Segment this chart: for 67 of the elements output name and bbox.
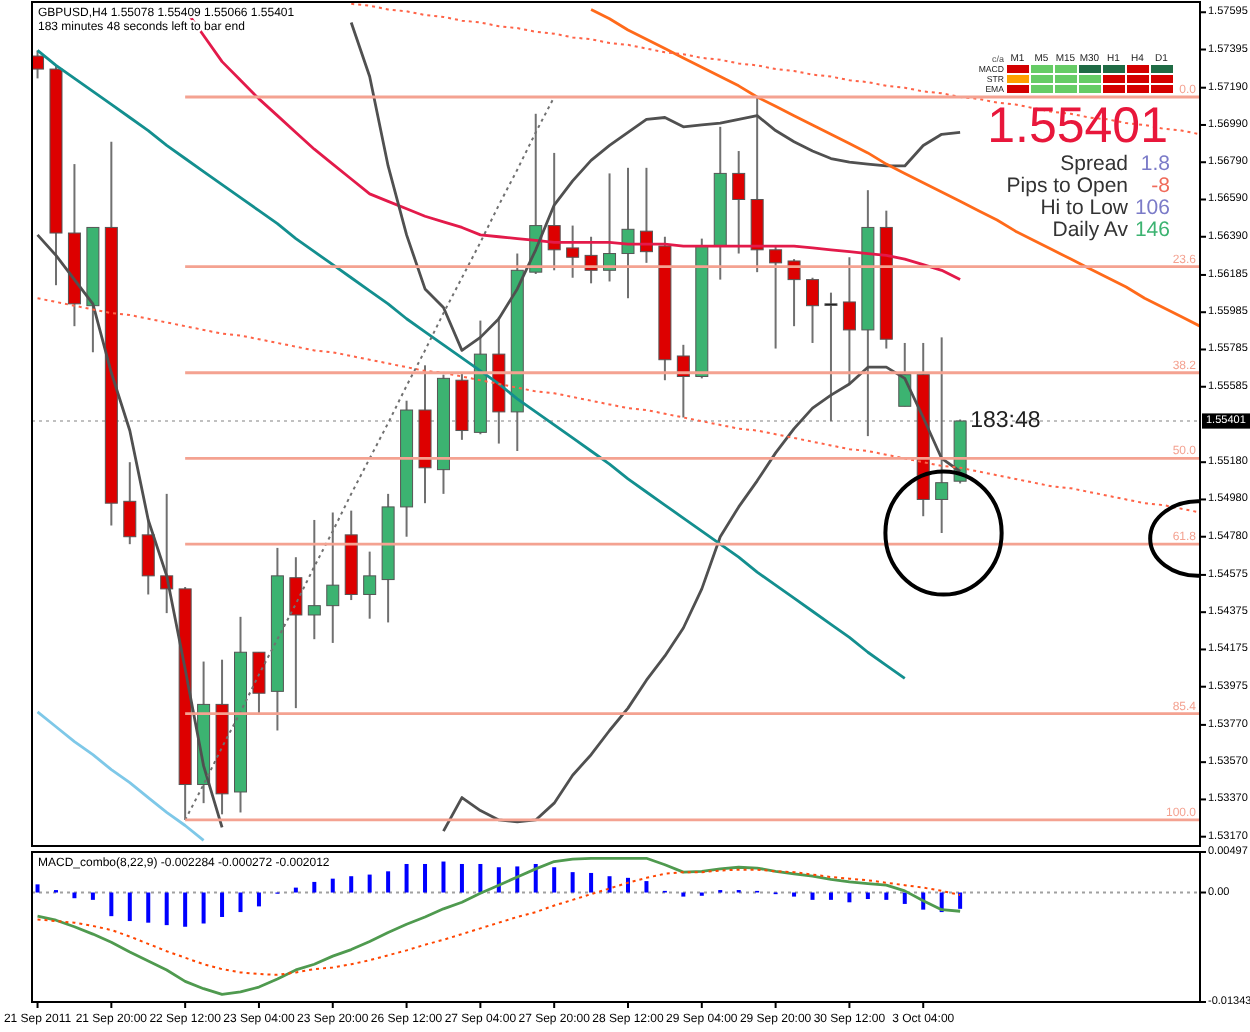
line-series xyxy=(589,8,1200,328)
bar xyxy=(902,892,907,904)
bar xyxy=(146,892,151,923)
bar xyxy=(90,892,95,900)
annotation: 1.8 xyxy=(1140,152,1171,176)
annotation: 146 xyxy=(1134,218,1171,242)
bar xyxy=(386,871,391,893)
bar xyxy=(441,861,446,893)
bar xyxy=(35,884,40,893)
bar xyxy=(847,892,852,903)
bar xyxy=(220,892,225,917)
annotation: -8 xyxy=(1151,174,1171,198)
bar xyxy=(256,892,261,907)
bar xyxy=(828,892,833,900)
bar xyxy=(607,876,612,893)
candlestick xyxy=(769,245,783,350)
bar xyxy=(164,892,169,926)
bar xyxy=(109,892,114,917)
bar xyxy=(589,872,594,893)
line-series xyxy=(36,868,962,976)
candlestick xyxy=(252,651,266,715)
annotation: 106 xyxy=(1134,196,1171,220)
bar xyxy=(238,892,243,913)
annotation: Spread xyxy=(1060,152,1129,176)
candlestick xyxy=(935,336,949,534)
candlestick xyxy=(806,276,820,344)
candlestick xyxy=(363,550,377,620)
line-series xyxy=(36,710,205,842)
bar xyxy=(201,892,206,924)
bar xyxy=(367,874,372,893)
bar xyxy=(330,878,335,893)
line-series xyxy=(36,297,1200,514)
candlestick xyxy=(621,166,635,300)
bar xyxy=(312,881,317,893)
candlestick xyxy=(141,518,155,596)
candlestick xyxy=(566,224,580,279)
candlestick xyxy=(787,258,801,328)
bar xyxy=(552,867,557,893)
bar xyxy=(183,892,188,927)
bar xyxy=(865,892,870,900)
annotation: 1.55401 xyxy=(987,98,1168,154)
bar xyxy=(459,863,464,893)
candlestick xyxy=(842,256,856,385)
candlestick xyxy=(123,461,137,546)
bar xyxy=(404,863,409,893)
bar xyxy=(644,881,649,893)
bar xyxy=(423,863,428,893)
annotation: Pips to Open xyxy=(1006,174,1129,198)
annotation: 183:48 xyxy=(970,409,1041,434)
candlestick xyxy=(307,518,321,641)
bar xyxy=(570,872,575,893)
bar xyxy=(884,892,889,900)
bar xyxy=(810,892,815,900)
candlestick xyxy=(824,291,838,423)
candlestick xyxy=(326,511,340,644)
bar xyxy=(478,863,483,893)
bar xyxy=(349,876,354,893)
bar xyxy=(293,887,298,893)
annotation: Daily Av xyxy=(1052,218,1130,242)
bar xyxy=(625,877,630,893)
candlestick xyxy=(732,150,746,255)
annotation: Hi to Low xyxy=(1040,196,1129,220)
line-series xyxy=(36,856,962,996)
bar xyxy=(958,892,963,909)
candlestick xyxy=(289,556,303,710)
candlestick xyxy=(32,49,45,80)
line-series xyxy=(36,49,907,680)
